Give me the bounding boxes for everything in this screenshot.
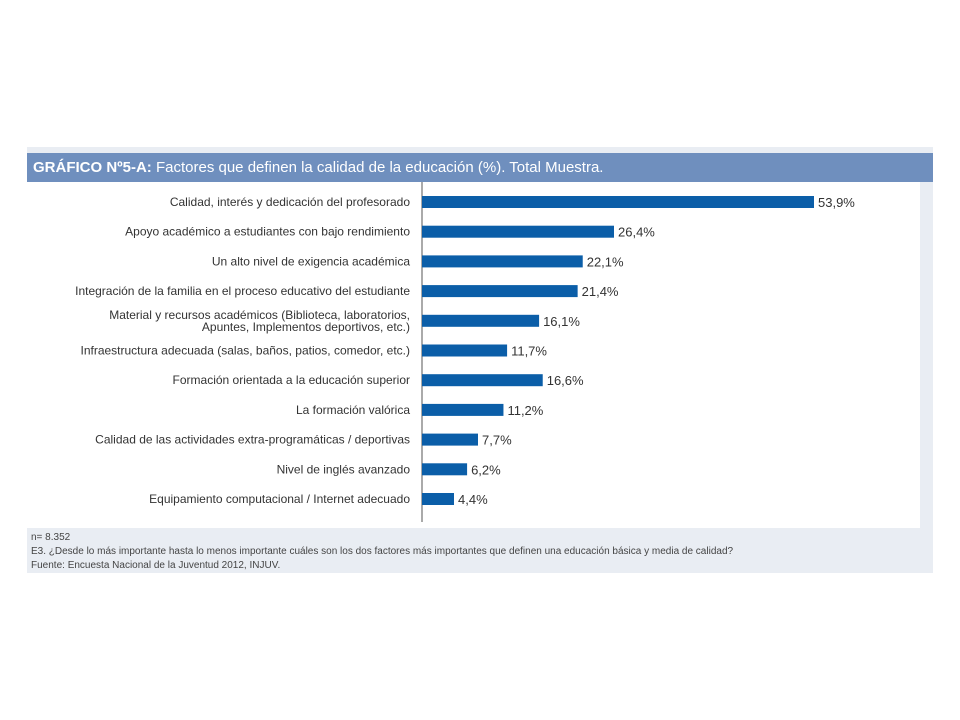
sample-size-note: n= 8.352	[31, 532, 71, 543]
category-label: Infraestructura adecuada (salas, baños, …	[80, 344, 410, 358]
value-label: 7,7%	[482, 433, 512, 448]
question-note: E3. ¿Desde lo más importante hasta lo me…	[31, 546, 734, 557]
value-label: 16,1%	[543, 314, 580, 329]
value-label: 11,7%	[511, 344, 547, 359]
category-label: Calidad, interés y dedicación del profes…	[170, 195, 410, 209]
category-label: Integración de la familia en el proceso …	[75, 284, 410, 298]
bar	[422, 403, 504, 416]
value-label: 21,4%	[582, 284, 619, 299]
bar	[422, 493, 454, 505]
category-label: Calidad de las actividades extra-program…	[95, 433, 410, 447]
category-label: Formación orientada a la educación super…	[173, 373, 410, 387]
value-label: 4,4%	[458, 492, 488, 507]
chart-title: GRÁFICO Nº5-A: Factores que definen la c…	[33, 153, 603, 182]
category-label: La formación valórica	[296, 403, 410, 417]
chart-title-text: Factores que definen la calidad de la ed…	[151, 159, 604, 176]
value-label: 11,2%	[507, 403, 543, 418]
value-label: 6,2%	[471, 462, 501, 477]
chart-title-prefix: GRÁFICO Nº5-A:	[33, 159, 152, 176]
bar	[422, 463, 468, 476]
bar	[422, 374, 543, 387]
category-label: Un alto nivel de exigencia académica	[212, 254, 410, 268]
value-label: 16,6%	[547, 373, 584, 388]
category-label: Nivel de inglés avanzado	[277, 462, 411, 476]
bar	[422, 196, 814, 208]
bar	[422, 225, 614, 238]
bar-chart: Calidad, interés y dedicación del profes…	[75, 182, 855, 522]
chart-title-bar: GRÁFICO Nº5-A: Factores que definen la c…	[27, 153, 933, 182]
plot-area: Calidad, interés y dedicación del profes…	[27, 182, 920, 528]
category-label: Equipamiento computacional / Internet ad…	[149, 492, 410, 506]
bar	[422, 255, 583, 268]
value-label: 53,9%	[818, 195, 855, 210]
category-label: Material y recursos académicos (Bibliote…	[109, 308, 410, 334]
value-label: 26,4%	[618, 225, 655, 240]
bar	[422, 314, 540, 327]
category-label: Apoyo académico a estudiantes con bajo r…	[125, 225, 410, 239]
chart-figure: GRÁFICO Nº5-A: Factores que definen la c…	[27, 147, 933, 573]
bar	[422, 285, 578, 298]
chart-notes: n= 8.352 E3. ¿Desde lo más importante ha…	[31, 531, 926, 573]
bar	[422, 344, 508, 357]
bar	[422, 433, 478, 446]
value-label: 22,1%	[587, 254, 624, 269]
source-note: Fuente: Encuesta Nacional de la Juventud…	[31, 560, 281, 571]
